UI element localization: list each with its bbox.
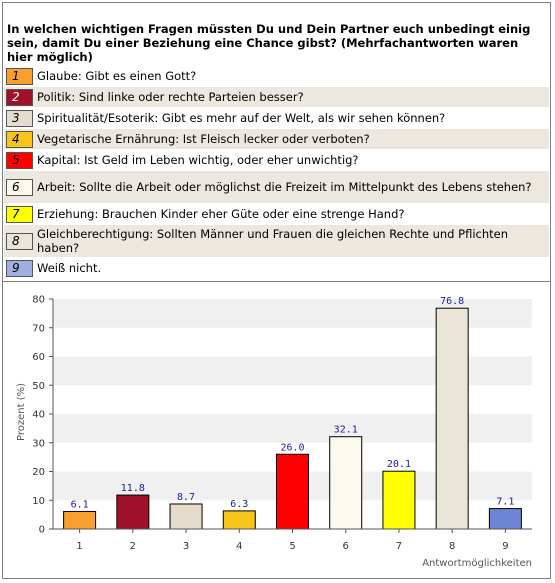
- bar-5: [276, 453, 309, 530]
- bar-8: [435, 307, 469, 530]
- bar-1: [63, 510, 97, 530]
- legend-item-6: 6 Arbeit: Sollte die Arbeit oder möglich…: [4, 171, 549, 203]
- legend-swatch: 6: [6, 178, 33, 196]
- legend-text: Erziehung: Brauchen Kinder eher Güte ode…: [37, 207, 405, 221]
- legend-swatch: 5: [6, 151, 33, 169]
- legend-text: Vegetarische Ernährung: Ist Fleisch leck…: [37, 132, 370, 146]
- legend-item-3: 3 Spiritualität/Esoterik: Gibt es mehr a…: [4, 108, 549, 128]
- legend-item-5: 5 Kapital: Ist Geld im Leben wichtig, od…: [4, 150, 549, 170]
- legend-text: Gleichberechtigung: Sollten Männer und F…: [37, 227, 509, 255]
- legend-swatch: 4: [6, 130, 33, 148]
- legend-swatch: 1: [6, 67, 33, 85]
- question-text: In welchen wichtigen Fragen müssten Du u…: [7, 22, 531, 64]
- data-label-2: 11.8: [121, 483, 145, 494]
- legend-text: Politik: Sind linke oder rechte Parteien…: [37, 90, 304, 104]
- legend-text: Weiß nicht.: [37, 261, 102, 275]
- bar-2: [116, 494, 150, 530]
- bar-3: [169, 503, 203, 530]
- legend-text: Glaube: Gibt es einen Gott?: [37, 69, 197, 83]
- x-tick-label: 6: [343, 541, 349, 552]
- x-axis-title: Antwortmöglichkeiten: [422, 558, 532, 569]
- y-axis-title: Prozent (%): [16, 383, 27, 441]
- data-label-4: 6.3: [230, 499, 248, 510]
- legend-swatch: 9: [6, 259, 33, 277]
- bar-chart: 6.1 1 11.8 2 8.7 3 6.3 4 26.0 5 32.1 6 20.1 7 76.8 8 7.1…: [16, 295, 532, 569]
- legend-item-2: 2 Politik: Sind linke oder rechte Partei…: [4, 87, 549, 107]
- legend-item-9: 9 Weiß nicht.: [4, 258, 549, 278]
- data-label-1: 6.1: [71, 499, 89, 510]
- legend-text: Arbeit: Sollte die Arbeit oder möglichst…: [37, 180, 532, 194]
- y-tick-label: 40: [32, 410, 45, 421]
- data-label-5: 26.0: [280, 442, 304, 453]
- data-label-7: 20.1: [387, 459, 411, 470]
- legend-item-1: 1 Glaube: Gibt es einen Gott?: [4, 66, 549, 86]
- y-tick-label: 70: [32, 323, 45, 334]
- legend-item-8: 8 Gleichberechtigung: Sollten Männer und…: [4, 225, 549, 257]
- y-tick-label: 20: [32, 467, 45, 478]
- bar-7: [382, 470, 416, 530]
- x-tick-label: 1: [76, 541, 82, 552]
- bar-6: [329, 436, 363, 530]
- panel-frame: [2, 2, 551, 579]
- y-tick-label: 80: [32, 295, 45, 306]
- bar-9: [488, 508, 522, 530]
- data-label-9: 7.1: [496, 497, 514, 508]
- y-tick-label: 50: [32, 381, 45, 392]
- x-tick-label: 8: [449, 541, 455, 552]
- x-tick-label: 5: [289, 541, 295, 552]
- bar-4: [222, 510, 256, 530]
- legend-text: Spiritualität/Esoterik: Gibt es mehr auf…: [37, 111, 446, 125]
- section-divider: [2, 281, 551, 282]
- data-label-8: 76.8: [440, 296, 464, 307]
- legend-swatch: 3: [6, 109, 33, 127]
- x-tick-label: 9: [502, 541, 508, 552]
- y-tick-label: 30: [32, 438, 45, 449]
- legend-item-4: 4 Vegetarische Ernährung: Ist Fleisch le…: [4, 129, 549, 149]
- x-tick-label: 4: [236, 541, 242, 552]
- legend-swatch: 2: [6, 88, 33, 106]
- answer-legend: 1 Glaube: Gibt es einen Gott? 2 Politik:…: [4, 66, 549, 279]
- x-tick-label: 2: [130, 541, 136, 552]
- legend-text: Kapital: Ist Geld im Leben wichtig, oder…: [37, 153, 359, 167]
- x-tick-label: 7: [396, 541, 402, 552]
- data-label-6: 32.1: [334, 425, 358, 436]
- legend-swatch: 8: [6, 232, 33, 250]
- legend-swatch: 7: [6, 205, 33, 223]
- legend-item-7: 7 Erziehung: Brauchen Kinder eher Güte o…: [4, 204, 549, 224]
- x-tick-label: 3: [183, 541, 189, 552]
- y-tick-label: 0: [39, 525, 45, 536]
- data-label-3: 8.7: [177, 492, 195, 503]
- y-tick-label: 60: [32, 352, 45, 363]
- y-tick-label: 10: [32, 496, 45, 507]
